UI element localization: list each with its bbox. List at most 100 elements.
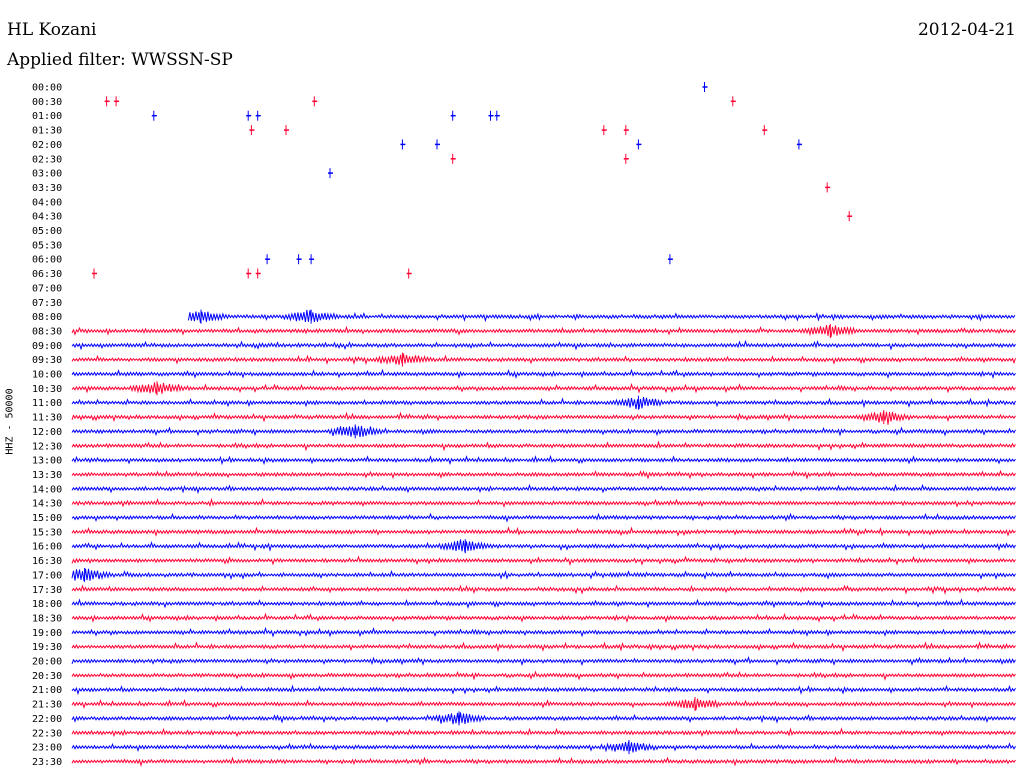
trace-line [71, 539, 1016, 553]
time-label: 01:30 [32, 126, 62, 137]
trace-line [71, 397, 1016, 410]
trace-line [71, 712, 1016, 725]
trace-blip [255, 110, 261, 121]
trace-blip [246, 268, 252, 279]
time-label: 09:00 [32, 341, 62, 352]
time-label: 14:30 [32, 499, 62, 510]
time-label: 10:30 [32, 384, 62, 395]
time-label: 19:00 [32, 628, 62, 639]
time-label: 08:00 [32, 312, 62, 323]
trace-line [71, 454, 1016, 466]
time-label: 10:00 [32, 370, 62, 381]
trace-line [71, 368, 1016, 379]
trace-blip [488, 110, 494, 121]
trace-line [71, 325, 1016, 338]
trace-blip [92, 268, 97, 279]
time-label: 09:30 [32, 355, 62, 366]
trace-line [71, 440, 1016, 452]
trace-blip [284, 125, 289, 136]
time-label: 04:30 [32, 212, 62, 223]
trace-line [71, 411, 1016, 425]
time-label: 11:30 [32, 413, 62, 424]
trace-blip [450, 110, 456, 121]
trace-line [71, 626, 1016, 638]
trace-line [71, 497, 1016, 508]
date-label: 2012-04-21 [917, 20, 1016, 40]
trace-blip [702, 82, 708, 92]
trace-line [71, 641, 1016, 653]
trace-blip [825, 182, 831, 193]
trace-blip [246, 110, 252, 121]
trace-blip [623, 125, 629, 136]
trace-blip [847, 211, 853, 222]
trace-line [71, 339, 1016, 351]
trace-blip [667, 254, 673, 265]
time-label: 00:30 [32, 97, 62, 108]
trace-line [71, 655, 1016, 667]
trace-blip [796, 139, 802, 150]
trace-blip [762, 125, 768, 136]
trace-line [71, 568, 1016, 582]
trace-line [71, 670, 1016, 681]
time-label: 16:30 [32, 556, 62, 567]
time-label: 18:00 [32, 599, 62, 610]
trace-blip [249, 125, 255, 136]
time-label: 20:30 [32, 671, 62, 682]
trace-line [71, 598, 1016, 609]
time-labels: 00:00 00:30 01:00 01:30 02:00 02:30 03:00 03:30… [32, 83, 62, 768]
time-label: 21:30 [32, 700, 62, 711]
trace-blip [400, 139, 406, 150]
time-label: 17:00 [32, 570, 62, 581]
trace-line [71, 526, 1016, 537]
trace-blip [435, 139, 440, 150]
time-label: 11:00 [32, 398, 62, 409]
trace-blip [494, 110, 500, 121]
time-label: 02:00 [32, 140, 62, 151]
trace-line [71, 555, 1016, 567]
time-label: 22:30 [32, 728, 62, 739]
trace-line [71, 684, 1016, 696]
trace-line [71, 698, 1016, 711]
trace-line [71, 612, 1016, 624]
trace-blip [623, 153, 629, 164]
station-title: HL Kozani [7, 20, 97, 40]
trace-blip [406, 268, 412, 279]
trace-blip [309, 254, 315, 265]
trace-blip [312, 96, 318, 107]
time-label: 12:30 [32, 441, 62, 452]
time-label: 17:30 [32, 585, 62, 596]
time-label: 06:00 [32, 255, 62, 266]
trace-line [71, 483, 1016, 495]
time-label: 19:30 [32, 642, 62, 653]
trace-blip [636, 139, 642, 150]
time-label: 05:30 [32, 240, 62, 251]
time-label: 03:00 [32, 169, 62, 180]
trace-line [71, 741, 1016, 753]
trace-blip [265, 254, 271, 265]
time-label: 08:30 [32, 326, 62, 337]
time-label: 05:00 [32, 226, 62, 237]
trace-blip [450, 153, 456, 164]
time-label: 13:00 [32, 456, 62, 467]
trace-line [71, 756, 1016, 767]
trace-line [71, 512, 1016, 523]
time-label: 15:00 [32, 513, 62, 524]
time-label: 00:00 [32, 83, 62, 94]
trace-blip [151, 110, 157, 121]
trace-line [71, 584, 1016, 595]
time-label: 02:30 [32, 154, 62, 165]
filter-label: Applied filter: WWSSN-SP [7, 50, 233, 70]
trace-line [187, 309, 1016, 323]
time-label: 23:30 [32, 757, 62, 768]
time-label: 04:00 [32, 197, 62, 208]
time-label: 18:30 [32, 613, 62, 624]
trace-blip [296, 254, 302, 265]
time-label: 21:00 [32, 685, 62, 696]
time-label: 03:30 [32, 183, 62, 194]
trace-blip [104, 96, 110, 107]
trace-line [71, 727, 1016, 738]
trace-line [71, 353, 1016, 366]
time-label: 07:00 [32, 283, 62, 294]
